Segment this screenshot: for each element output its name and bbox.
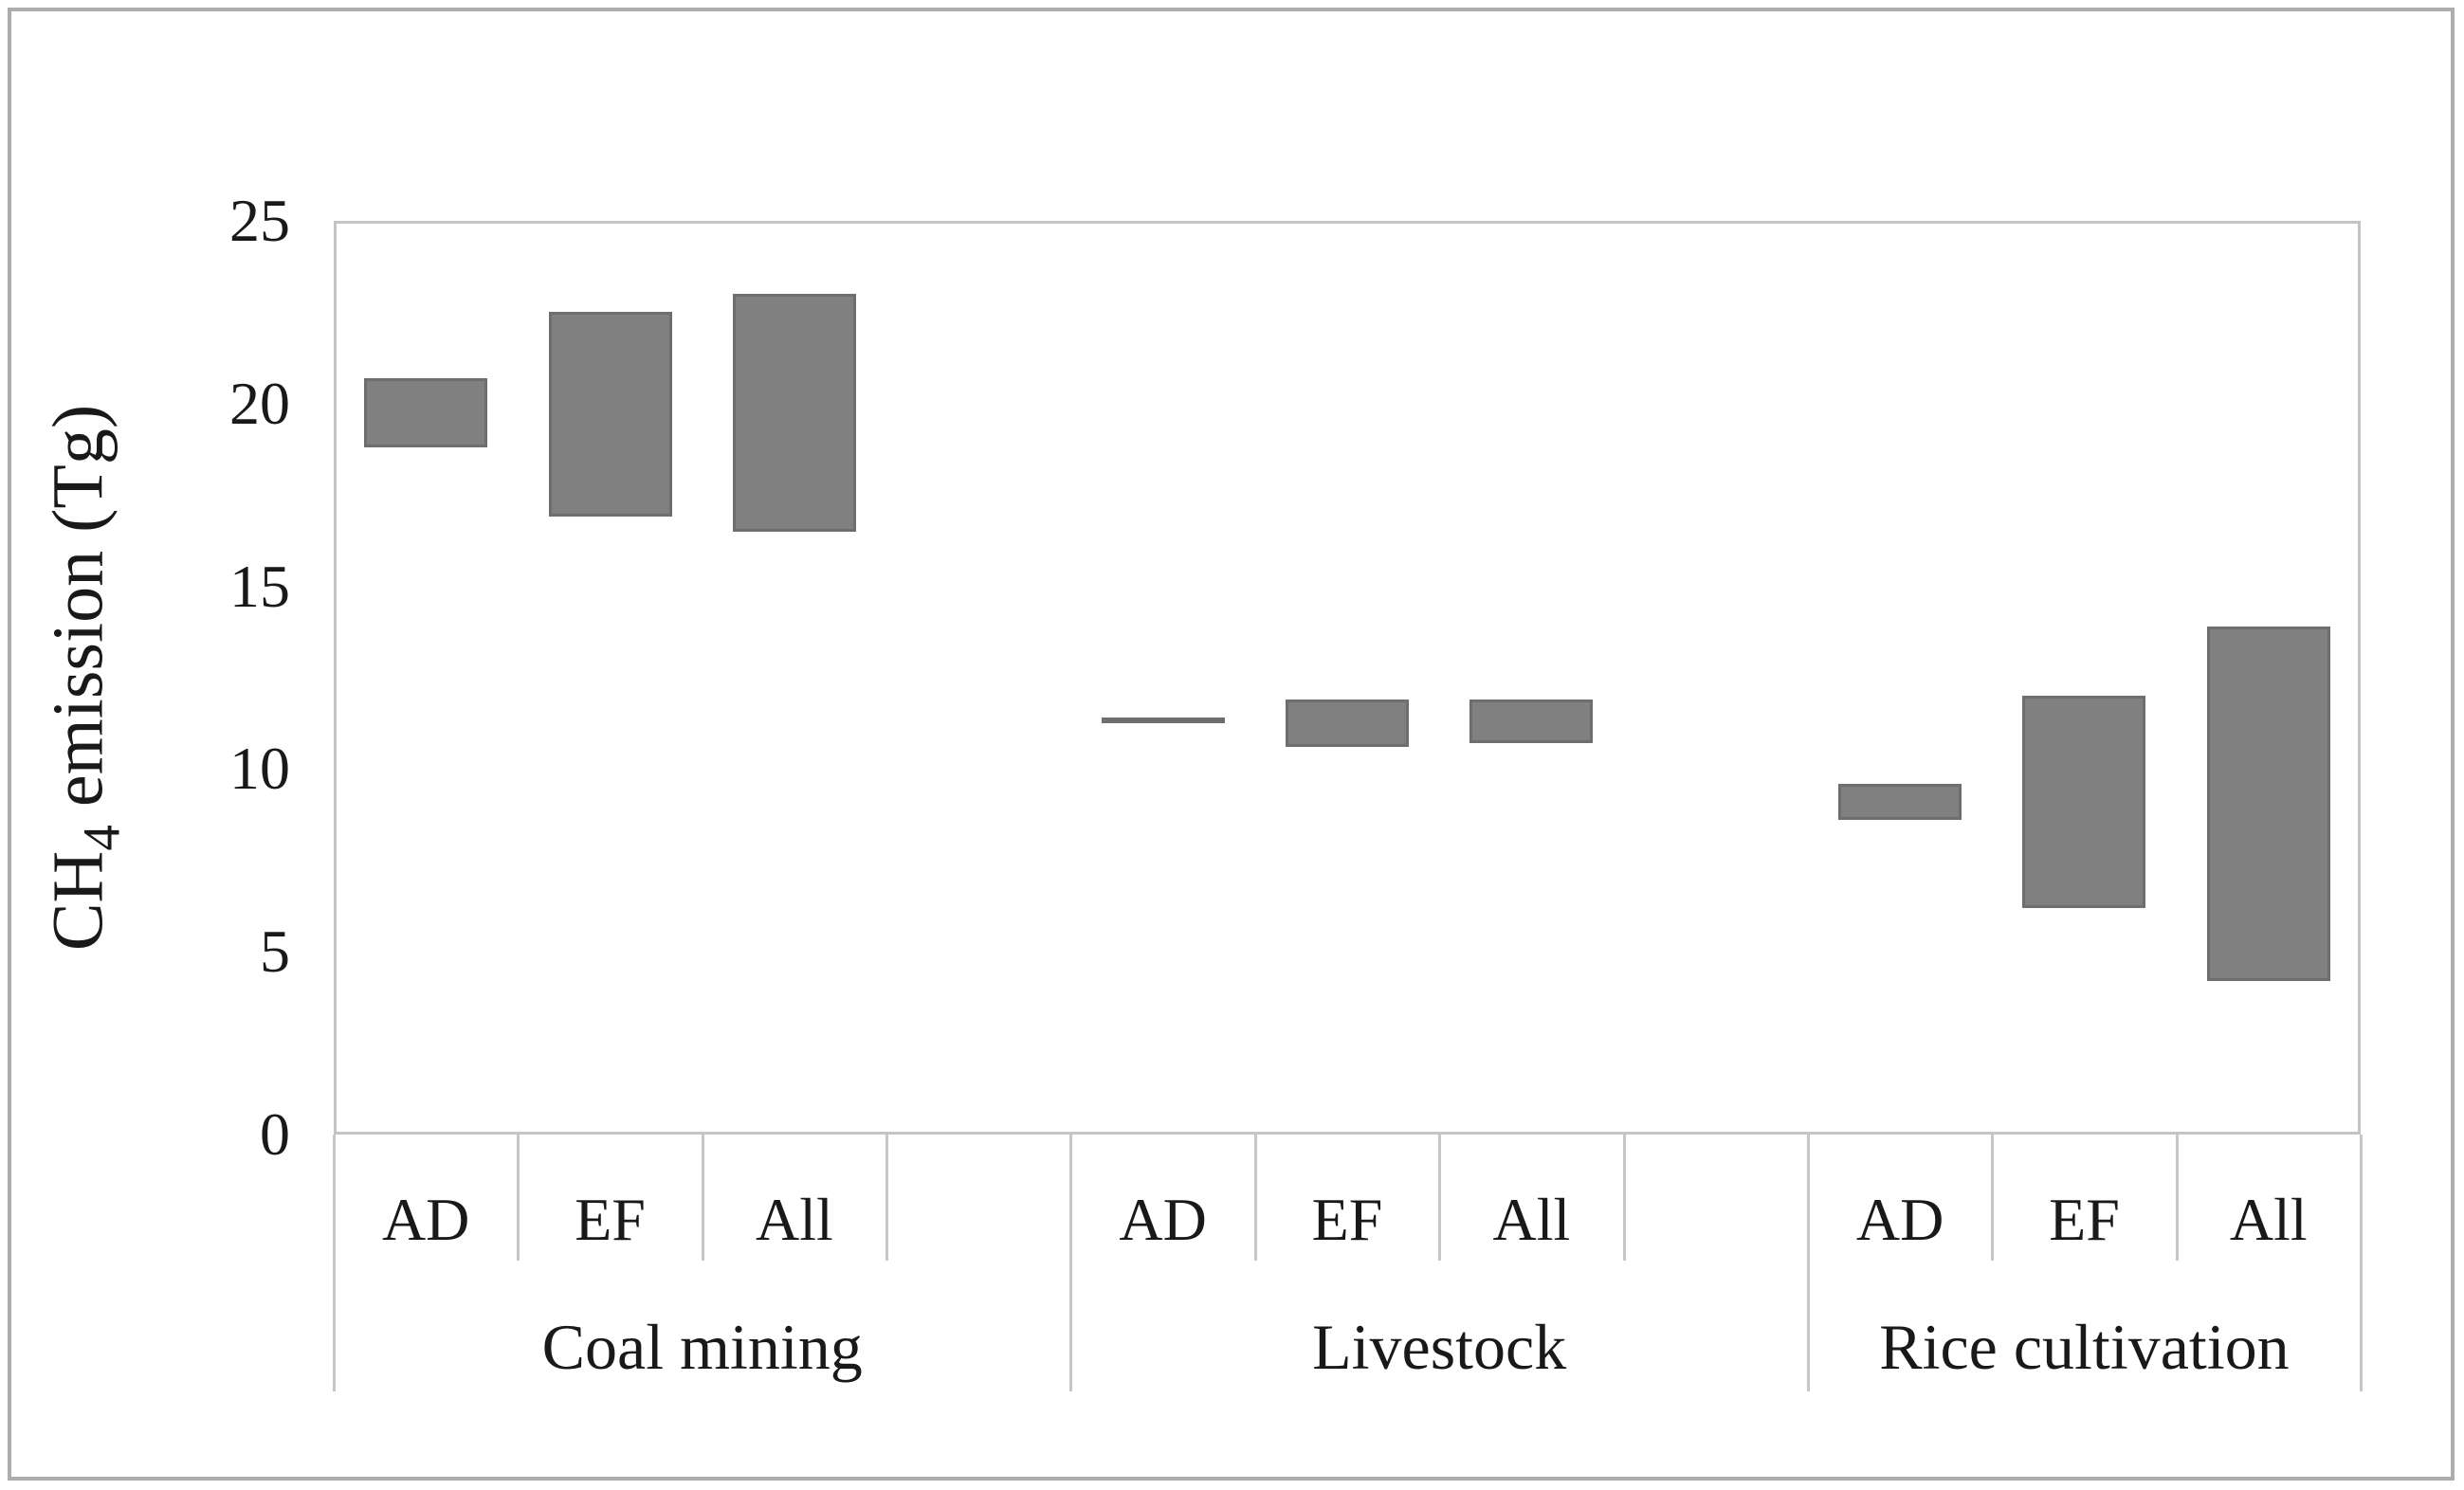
range-bar-rice-cultivation-ef xyxy=(2022,696,2146,908)
y-axis-title-post: emission (Tg) xyxy=(38,404,119,826)
x-axis-sublabel-all: All xyxy=(1492,1186,1571,1253)
x-axis-sublabel-ef: EF xyxy=(575,1186,646,1253)
y-axis-tick-label: 15 xyxy=(229,552,290,620)
category-group-separator xyxy=(1806,1135,1810,1391)
category-group-separator xyxy=(333,1135,336,1391)
category-separator xyxy=(701,1135,704,1261)
x-axis-sublabel-all: All xyxy=(756,1186,833,1253)
range-bar-coal-mining-ad xyxy=(364,377,488,448)
category-separator xyxy=(1438,1135,1442,1261)
x-axis-sublabel-all: All xyxy=(2229,1186,2308,1253)
y-axis-title-pre: CH xyxy=(38,850,119,952)
x-axis-sublabel-ad: AD xyxy=(1119,1186,1207,1253)
category-separator xyxy=(2175,1135,2179,1261)
x-axis-group-label-livestock: Livestock xyxy=(1312,1311,1567,1383)
y-axis-tick-label: 20 xyxy=(229,369,290,437)
range-bar-rice-cultivation-ad xyxy=(1838,783,1962,821)
range-bar-livestock-all xyxy=(1469,700,1594,744)
category-separator xyxy=(1991,1135,1995,1261)
range-bar-coal-mining-all xyxy=(732,294,856,532)
y-axis-title: CH4 emission (Tg) xyxy=(39,405,138,951)
x-axis-group-label-coal-mining: Coal mining xyxy=(541,1311,863,1383)
category-separator xyxy=(517,1135,520,1261)
x-axis-sublabel-ad: AD xyxy=(1855,1186,1944,1253)
x-axis-sublabel-ef: EF xyxy=(2049,1186,2120,1253)
y-axis-tick-label: 5 xyxy=(260,918,290,986)
range-bar-livestock-ad xyxy=(1101,718,1225,724)
category-separator xyxy=(885,1135,889,1261)
x-axis-sublabel-ad: AD xyxy=(381,1186,470,1253)
range-bar-livestock-ef xyxy=(1286,700,1409,748)
x-axis-sublabel-ef: EF xyxy=(1311,1186,1383,1253)
category-separator xyxy=(1253,1135,1257,1261)
range-bar-rice-cultivation-all xyxy=(2206,627,2330,982)
y-axis-tick-label: 0 xyxy=(260,1100,290,1168)
category-group-separator xyxy=(2360,1135,2363,1391)
plot-area xyxy=(334,221,2361,1135)
category-group-separator xyxy=(1069,1135,1073,1391)
category-separator xyxy=(1622,1135,1626,1261)
range-bar-coal-mining-ef xyxy=(548,312,672,518)
y-axis-tick-label: 10 xyxy=(229,735,290,803)
y-axis-title-subscript: 4 xyxy=(72,825,131,851)
y-axis-tick-label: 25 xyxy=(229,187,290,254)
x-axis-group-label-rice-cultivation: Rice cultivation xyxy=(1879,1311,2290,1383)
